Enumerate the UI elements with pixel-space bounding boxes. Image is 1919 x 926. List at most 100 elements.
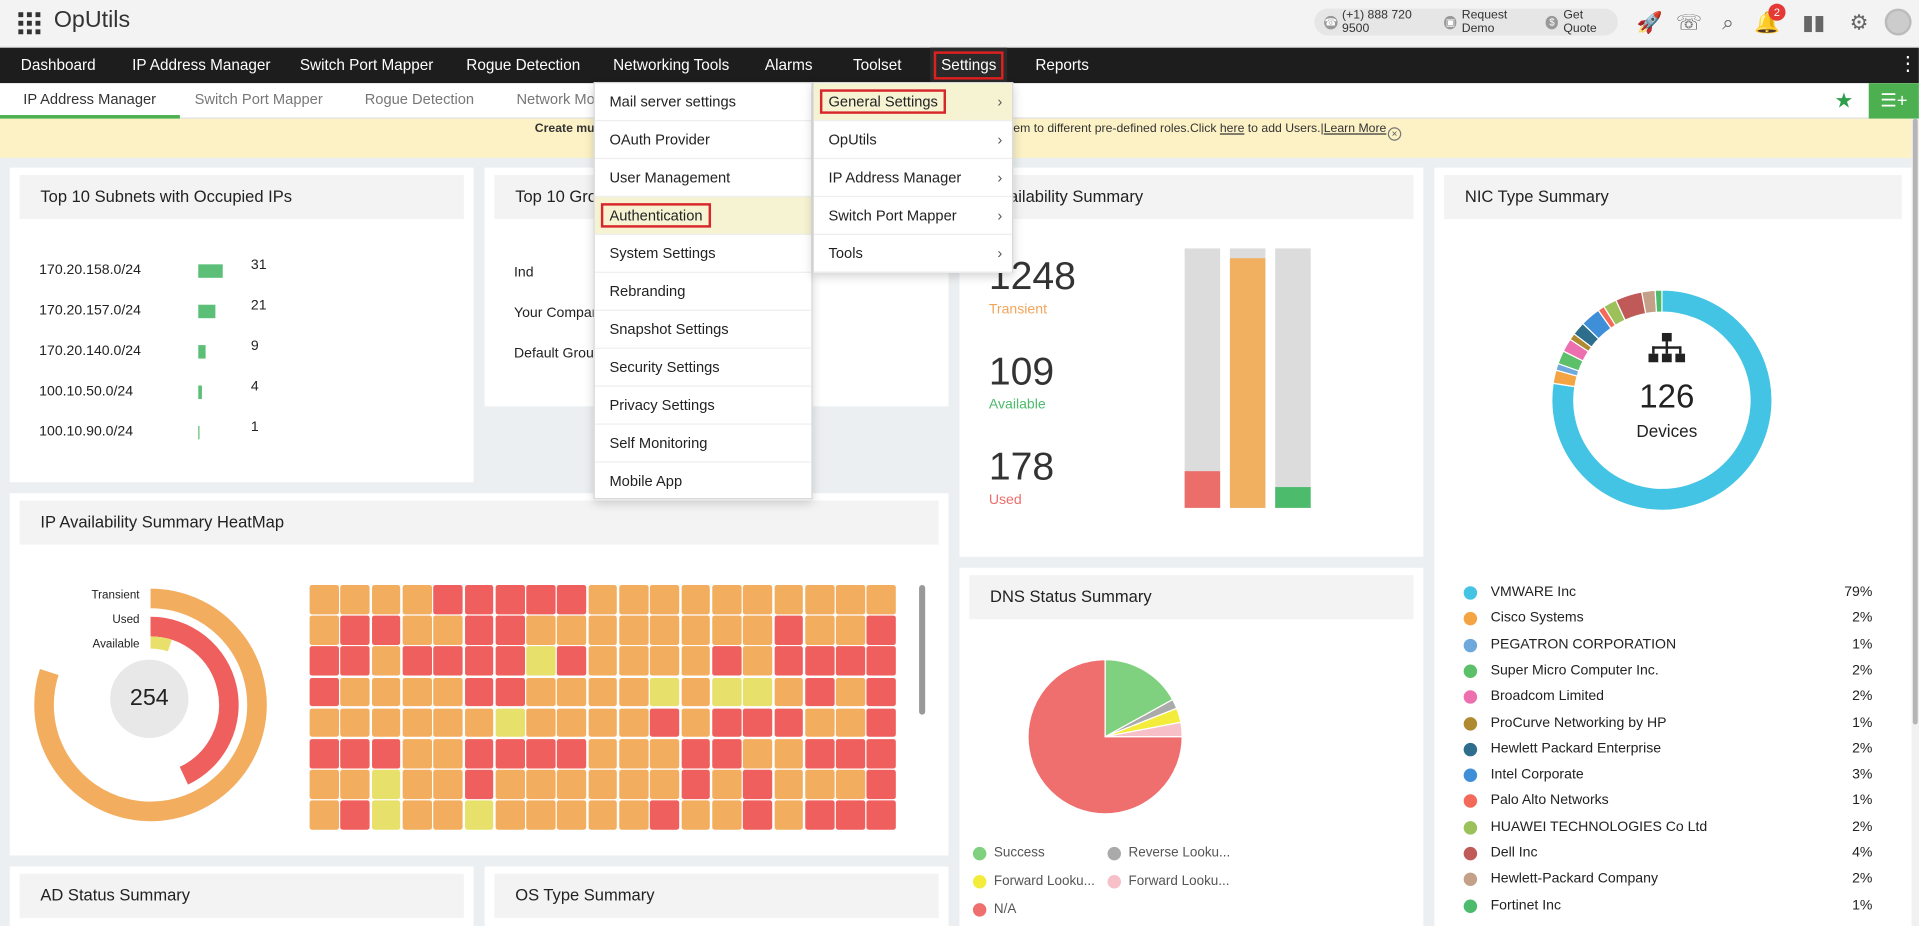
heatmap-cell[interactable] <box>712 739 742 769</box>
heatmap-cell[interactable] <box>681 646 711 676</box>
availability-bar-fill[interactable] <box>1229 258 1266 508</box>
heatmap-cell[interactable] <box>402 800 432 830</box>
heatmap-ring-transient[interactable] <box>34 588 267 822</box>
heatmap-cell[interactable] <box>464 708 494 738</box>
heatmap-cell[interactable] <box>464 739 494 769</box>
nav-ip-address-manager[interactable]: IP Address Manager <box>132 56 271 74</box>
heatmap-cell[interactable] <box>402 739 432 769</box>
heatmap-cell[interactable] <box>650 646 680 676</box>
heatmap-cell[interactable] <box>464 615 494 645</box>
heatmap-cell[interactable] <box>526 646 556 676</box>
heatmap-cell[interactable] <box>866 615 897 645</box>
settings-menu-item-mobile-app[interactable]: Mobile App <box>594 463 812 501</box>
heatmap-cell[interactable] <box>743 769 773 799</box>
heatmap-cell[interactable] <box>774 708 804 738</box>
heatmap-cell[interactable] <box>309 739 339 769</box>
heatmap-cell[interactable] <box>464 646 494 676</box>
nav-switch-port-mapper[interactable]: Switch Port Mapper <box>299 56 434 74</box>
nic-legend-item[interactable]: Broadcom Limited 2% <box>1463 689 1872 709</box>
heatmap-cell[interactable] <box>650 677 680 707</box>
heatmap-cell[interactable] <box>557 677 587 707</box>
heatmap-cell[interactable] <box>340 584 370 614</box>
heatmap-cell[interactable] <box>557 769 587 799</box>
heatmap-cell[interactable] <box>495 708 525 738</box>
heatmap-cell[interactable] <box>557 615 587 645</box>
heatmap-cell[interactable] <box>774 584 804 614</box>
heatmap-cell[interactable] <box>526 615 556 645</box>
heatmap-cell[interactable] <box>495 739 525 769</box>
heatmap-cell[interactable] <box>835 739 866 769</box>
gear-icon[interactable]: ⚙ <box>1849 11 1869 35</box>
star-icon[interactable]: ★ <box>1834 89 1854 113</box>
learn-more-link[interactable]: Learn More <box>1323 122 1387 136</box>
nic-legend-item[interactable]: Super Micro Computer Inc. 2% <box>1463 663 1872 683</box>
add-widget-button[interactable]: ☰+ <box>1868 83 1919 119</box>
nav-toolset[interactable]: Toolset <box>852 56 902 74</box>
heatmap-cell[interactable] <box>835 800 866 830</box>
heatmap-cell[interactable] <box>433 615 463 645</box>
nic-legend-item[interactable]: Intel Corporate 3% <box>1463 767 1872 787</box>
heatmap-cell[interactable] <box>371 769 401 799</box>
heatmap-cell[interactable] <box>464 769 494 799</box>
heatmap-cell[interactable] <box>650 615 680 645</box>
heatmap-cell[interactable] <box>588 677 618 707</box>
heatmap-cell[interactable] <box>866 739 897 769</box>
heatmap-cell[interactable] <box>774 769 804 799</box>
heatmap-cell[interactable] <box>588 646 618 676</box>
settings-menu-item-security-settings[interactable]: Security Settings <box>594 349 812 387</box>
general-submenu-item-ip-address-manager[interactable]: IP Address Manager › <box>813 159 1013 198</box>
subnet-name[interactable]: 100.10.50.0/24 <box>39 384 134 399</box>
heatmap-cell[interactable] <box>309 769 339 799</box>
heatmap-cell[interactable] <box>557 584 587 614</box>
nic-legend-item[interactable]: PEGATRON CORPORATION 1% <box>1463 637 1872 657</box>
heatmap-cell[interactable] <box>557 800 587 830</box>
heatmap-cell[interactable] <box>774 800 804 830</box>
subnet-name[interactable]: 170.20.140.0/24 <box>39 343 141 359</box>
heatmap-cell[interactable] <box>681 584 711 614</box>
settings-menu-item-oauth-provider[interactable]: OAuth Provider <box>594 121 812 160</box>
heatmap-cell[interactable] <box>835 615 866 645</box>
support-icon[interactable]: ☏ <box>1675 11 1702 35</box>
heatmap-cell[interactable] <box>402 708 432 738</box>
heatmap-cell[interactable] <box>309 646 339 676</box>
heatmap-cell[interactable] <box>371 615 401 645</box>
heatmap-scrollbar[interactable] <box>919 584 926 715</box>
heatmap-cell[interactable] <box>805 708 835 738</box>
heatmap-cell[interactable] <box>774 739 804 769</box>
heatmap-cell[interactable] <box>433 646 463 676</box>
heatmap-cell[interactable] <box>495 615 525 645</box>
heatmap-cell[interactable] <box>650 800 680 830</box>
heatmap-cell[interactable] <box>340 615 370 645</box>
settings-menu-item-user-management[interactable]: User Management <box>594 159 812 198</box>
heatmap-cell[interactable] <box>495 800 525 830</box>
heatmap-cell[interactable] <box>557 739 587 769</box>
heatmap-cell[interactable] <box>588 615 618 645</box>
heatmap-cell[interactable] <box>588 708 618 738</box>
general-submenu-item-switch-port-mapper[interactable]: Switch Port Mapper › <box>813 197 1013 235</box>
heatmap-cell[interactable] <box>712 677 742 707</box>
settings-menu-item-rebranding[interactable]: Rebranding <box>594 273 812 311</box>
heatmap-cell[interactable] <box>371 584 401 614</box>
nic-legend-item[interactable]: Dell Inc 4% <box>1463 846 1872 866</box>
heatmap-ring-used[interactable] <box>150 616 239 785</box>
subnet-name[interactable]: 100.10.90.0/24 <box>39 424 134 440</box>
heatmap-cell[interactable] <box>712 708 742 738</box>
heatmap-cell[interactable] <box>371 677 401 707</box>
heatmap-cell[interactable] <box>835 646 866 676</box>
subtab-switch-port-mapper[interactable]: Switch Port Mapper <box>194 90 323 108</box>
heatmap-cell[interactable] <box>774 646 804 676</box>
subnet-name[interactable]: 170.20.158.0/24 <box>39 263 141 278</box>
heatmap-cell[interactable] <box>588 584 618 614</box>
subtab-ip-address-manager[interactable]: IP Address Manager <box>0 83 180 119</box>
nic-legend-item[interactable]: Hewlett-Packard Company 2% <box>1463 872 1872 892</box>
heatmap-cell[interactable] <box>309 708 339 738</box>
close-banner-icon[interactable]: × <box>1387 127 1402 141</box>
heatmap-cell[interactable] <box>743 708 773 738</box>
heatmap-cell[interactable] <box>464 677 494 707</box>
heatmap-cell[interactable] <box>805 769 835 799</box>
heatmap-cell[interactable] <box>619 646 649 676</box>
heatmap-cell[interactable] <box>619 769 649 799</box>
heatmap-cell[interactable] <box>588 800 618 830</box>
heatmap-cell[interactable] <box>805 615 835 645</box>
settings-menu-item-system-settings[interactable]: System Settings <box>594 235 812 273</box>
